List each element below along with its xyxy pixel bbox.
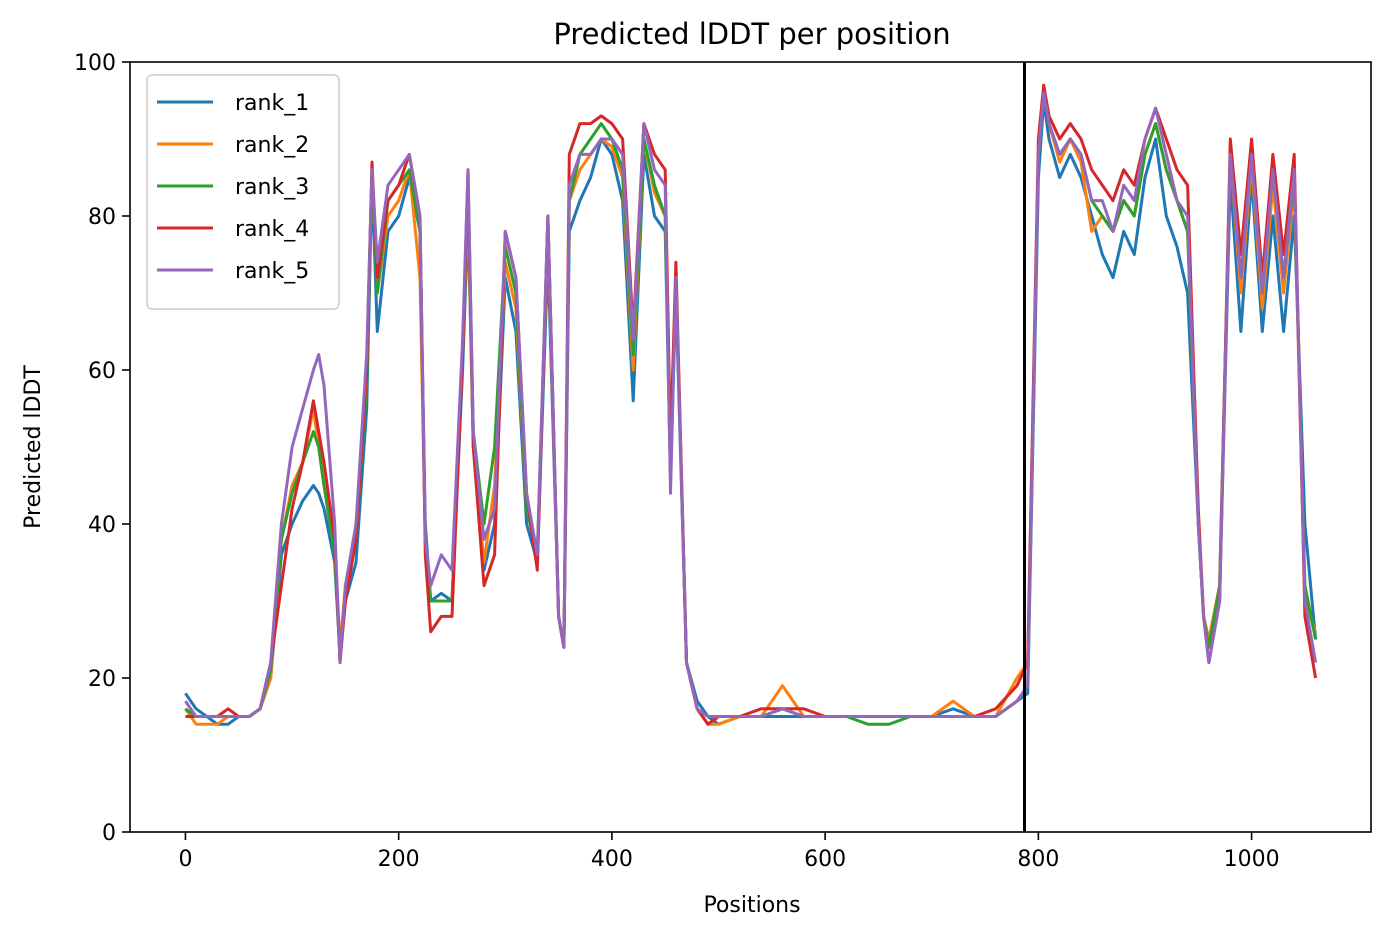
legend-label: rank_5 <box>235 259 309 284</box>
x-ticks: 0 200 400 600 800 1000 <box>178 832 1280 872</box>
y-ticks: 0 20 40 60 80 100 <box>74 51 130 846</box>
y-tick-label: 60 <box>88 359 116 384</box>
plot-frame <box>129 61 1372 833</box>
legend-label: rank_1 <box>235 91 309 116</box>
y-tick-label: 80 <box>88 205 116 230</box>
x-tick-label: 1000 <box>1224 847 1280 872</box>
y-tick-label: 100 <box>74 51 116 76</box>
x-tick-label: 800 <box>1017 847 1059 872</box>
legend-box <box>146 74 340 310</box>
y-tick-label: 20 <box>88 667 116 692</box>
x-tick-label: 0 <box>178 847 192 872</box>
x-axis-label: Positions <box>703 893 800 918</box>
y-tick-label: 0 <box>102 821 116 846</box>
legend: rank_1 rank_2 rank_3 rank_4 rank_5 <box>146 74 340 310</box>
y-tick-label: 40 <box>88 513 116 538</box>
legend-label: rank_4 <box>235 217 309 242</box>
series-layer <box>184 83 1318 726</box>
x-tick-label: 200 <box>378 847 420 872</box>
legend-label: rank_3 <box>235 175 309 200</box>
x-tick-label: 600 <box>804 847 846 872</box>
y-axis-label: Predicted lDDT <box>21 365 46 529</box>
series-line-rank_5 <box>184 91 1318 718</box>
chart-title: Predicted lDDT per position <box>553 17 950 51</box>
x-tick-label: 400 <box>591 847 633 872</box>
legend-label: rank_2 <box>235 133 309 158</box>
